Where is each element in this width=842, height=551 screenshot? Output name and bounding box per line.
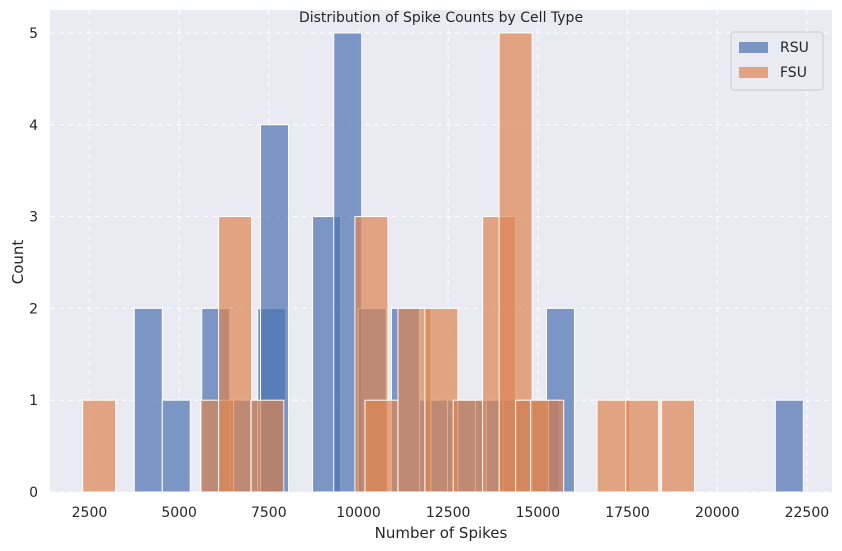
y-tick-label: 4	[29, 118, 38, 134]
bar-fsu	[424, 307, 459, 493]
chart-title: Distribution of Spike Counts by Cell Typ…	[299, 10, 583, 26]
bar-rsu	[161, 399, 191, 493]
bar-rsu	[774, 399, 804, 493]
x-tick-label: 5000	[161, 505, 197, 521]
bar-fsu	[364, 399, 399, 493]
y-tick-label: 3	[29, 210, 38, 226]
legend-swatch-fsu	[739, 67, 768, 78]
legend-label-rsu: RSU	[780, 40, 809, 56]
y-axis-ticks: 0 1 2 3 4 5	[29, 26, 38, 501]
x-axis-label: Number of Spikes	[375, 524, 508, 542]
bar-rsu	[133, 307, 163, 493]
bar-fsu	[250, 399, 285, 493]
x-tick-label: 12500	[426, 505, 471, 521]
bar-fsu	[218, 216, 253, 493]
x-axis-ticks: 2500 5000 7500 10000 12500 15000 17500 20000 225…	[72, 505, 830, 521]
y-tick-label: 0	[29, 485, 38, 501]
x-tick-label: 20000	[695, 505, 740, 521]
x-tick-label: 2500	[72, 505, 108, 521]
legend-box	[730, 31, 824, 91]
x-tick-label: 10000	[336, 505, 381, 521]
y-tick-label: 2	[29, 301, 38, 317]
bar-fsu	[625, 399, 660, 493]
bar-fsu	[530, 399, 565, 493]
y-tick-label: 5	[29, 26, 38, 42]
x-tick-label: 22500	[785, 505, 830, 521]
legend-swatch-rsu	[739, 42, 768, 53]
legend: RSU FSU	[730, 31, 824, 91]
x-tick-label: 15000	[516, 505, 561, 521]
bar-fsu	[596, 399, 631, 493]
x-tick-label: 17500	[605, 505, 650, 521]
bars-layer	[82, 32, 804, 493]
bar-fsu	[82, 399, 117, 493]
y-axis-label: Count	[9, 240, 27, 285]
y-tick-label: 1	[29, 393, 38, 409]
bar-fsu	[452, 399, 487, 493]
bar-fsu	[661, 399, 696, 493]
legend-label-fsu: FSU	[780, 65, 807, 81]
x-tick-label: 7500	[251, 505, 287, 521]
